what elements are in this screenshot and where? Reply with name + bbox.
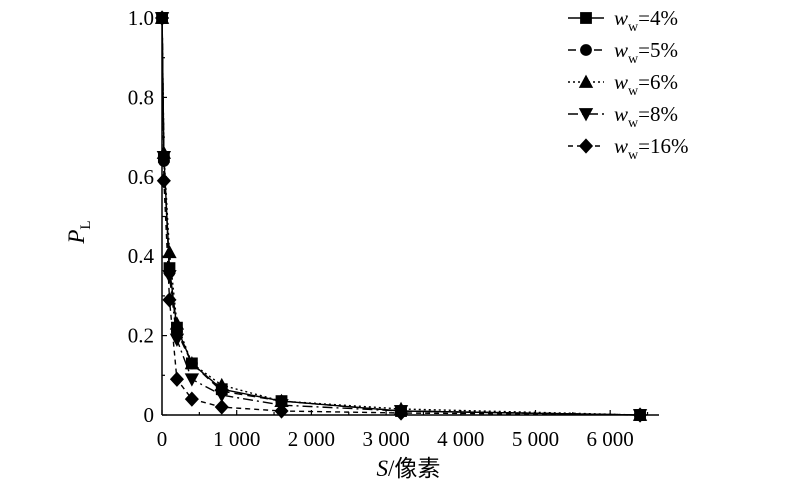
y-axis-title-var: P <box>64 230 89 245</box>
data-point <box>169 333 185 347</box>
legend-label: ww=16% <box>614 134 688 163</box>
legend-var: w <box>614 6 628 30</box>
legend-value: =5% <box>638 38 678 62</box>
legend-var: w <box>614 38 628 62</box>
legend-sub: w <box>628 84 639 99</box>
x-tick-label: 6 000 <box>587 427 634 451</box>
y-axis-title-sub: L <box>78 220 94 229</box>
data-point <box>214 399 229 415</box>
y-tick-label: 0.4 <box>128 244 155 268</box>
data-point <box>169 316 185 330</box>
y-axis-title: PL <box>64 220 94 244</box>
legend-var: w <box>614 102 628 126</box>
legend-var: w <box>614 70 628 94</box>
axes <box>161 16 659 416</box>
x-tick-label: 0 <box>157 427 168 451</box>
series-line <box>161 17 641 416</box>
legend-value: =16% <box>638 134 688 158</box>
series-line <box>161 17 641 416</box>
data-point <box>214 389 229 403</box>
y-tick-label: 0.2 <box>128 324 154 348</box>
legend-sub: w <box>628 116 639 131</box>
data-point <box>184 391 199 407</box>
y-tick-label: 0.6 <box>128 165 154 189</box>
y-tick-label: 0 <box>144 403 155 427</box>
data-point <box>169 371 184 387</box>
legend-label: ww=6% <box>614 70 678 99</box>
series-group <box>156 12 646 421</box>
legend-label: ww=5% <box>614 38 678 67</box>
data-point <box>162 270 177 284</box>
legend-var: w <box>614 134 628 158</box>
x-ticks: 0 1 000 2 000 3 000 4 000 5 000 6 000 <box>157 410 649 451</box>
legend-marker <box>580 44 592 56</box>
data-point <box>155 10 170 26</box>
data-point <box>162 292 177 308</box>
y-ticks: 0 0.2 0.4 0.6 0.8 1.0 <box>128 6 167 427</box>
series-group <box>156 12 646 421</box>
data-point <box>274 403 289 419</box>
series-group <box>154 12 648 423</box>
series-group <box>154 10 648 421</box>
x-tick-label: 5 000 <box>512 427 559 451</box>
series-layer <box>154 10 648 423</box>
y-tick-label: 0.8 <box>128 85 154 109</box>
legend-sub: w <box>628 52 639 67</box>
x-axis-title: S/像素 <box>377 456 441 481</box>
legend-sub: w <box>628 20 639 35</box>
data-point <box>184 373 200 387</box>
series-line <box>161 17 641 416</box>
legend-label: ww=8% <box>614 102 678 131</box>
x-tick-label: 2 000 <box>288 427 335 451</box>
legend-marker <box>578 108 594 122</box>
legend-label: ww=4% <box>614 6 678 35</box>
x-axis-title-var: S <box>377 456 389 481</box>
legend-value: =6% <box>638 70 678 94</box>
legend-marker <box>578 74 594 88</box>
x-axis-title-unit: /像素 <box>388 456 440 481</box>
series-line <box>161 17 641 416</box>
series-line <box>161 17 641 416</box>
data-point <box>393 405 409 421</box>
legend-value: =8% <box>638 102 678 126</box>
x-tick-label: 1 000 <box>213 427 260 451</box>
legend-sub: w <box>628 148 639 163</box>
data-point <box>184 356 200 370</box>
series-group <box>155 10 648 423</box>
legend: ww=4%ww=5%ww=6%ww=8%ww=16% <box>568 6 688 163</box>
legend-marker <box>580 12 592 24</box>
x-tick-label: 4 000 <box>437 427 484 451</box>
x-tick-label: 3 000 <box>362 427 409 451</box>
data-point <box>162 244 177 259</box>
y-tick-label: 1.0 <box>128 6 154 30</box>
data-point <box>156 173 171 189</box>
legend-marker <box>578 138 594 154</box>
data-point <box>633 407 648 423</box>
legend-value: =4% <box>638 6 678 30</box>
